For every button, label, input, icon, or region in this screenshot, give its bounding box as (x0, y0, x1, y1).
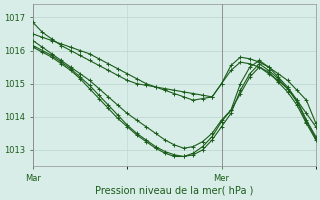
X-axis label: Pression niveau de la mer( hPa ): Pression niveau de la mer( hPa ) (95, 186, 253, 196)
